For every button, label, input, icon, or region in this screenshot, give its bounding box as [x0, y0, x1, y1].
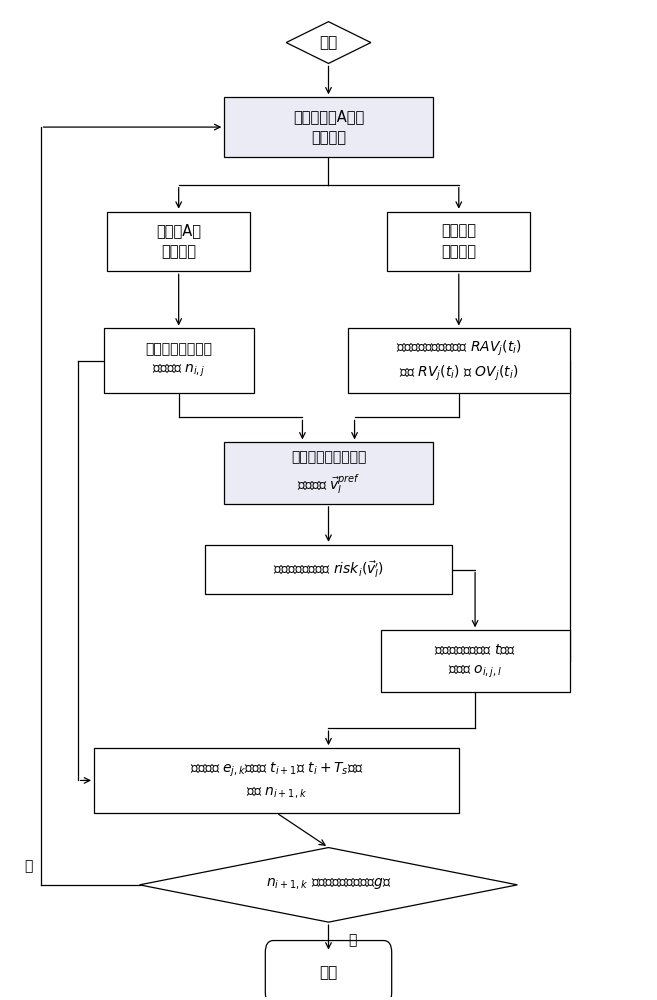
- Text: 结束: 结束: [319, 965, 338, 980]
- Text: 设置速度风险因子 $risk_i(\vec{v}_l^{\prime})$: 设置速度风险因子 $risk_i(\vec{v}_l^{\prime})$: [273, 559, 384, 580]
- Polygon shape: [139, 848, 518, 922]
- Text: 构造树枝 $e_{j,k}$，获得 $t_{i+1}$或 $t_i+T_s$时刻
节点 $n_{i+1,k}$: 构造树枝 $e_{j,k}$，获得 $t_{i+1}$或 $t_i+T_s$时刻…: [190, 760, 363, 801]
- FancyBboxPatch shape: [104, 328, 254, 393]
- Text: 是: 是: [348, 933, 356, 947]
- FancyBboxPatch shape: [387, 212, 530, 271]
- Text: 障碍物位
置、速度: 障碍物位 置、速度: [442, 223, 476, 259]
- FancyBboxPatch shape: [107, 212, 250, 271]
- Text: $n_{i+1,k}$ 节点状态为目标状态$g$？: $n_{i+1,k}$ 节点状态为目标状态$g$？: [265, 877, 392, 892]
- Text: 构造可达防碰速度集合 $RAV_j(t_i)$
包括 $RV_j(t_i)$ 和 $OV_j(t_i)$: 构造可达防碰速度集合 $RAV_j(t_i)$ 包括 $RV_j(t_i)$ 和…: [396, 338, 522, 383]
- Text: 构造防碰机动搜索
树的节点 $n_{i,j}$: 构造防碰机动搜索 树的节点 $n_{i,j}$: [145, 342, 212, 379]
- Text: 计算当前规划时刻的
最佳速度 $\vec{v}_l^{pref}$: 计算当前规划时刻的 最佳速度 $\vec{v}_l^{pref}$: [291, 450, 366, 496]
- FancyBboxPatch shape: [265, 941, 392, 1000]
- FancyBboxPatch shape: [380, 630, 570, 692]
- FancyBboxPatch shape: [348, 328, 570, 393]
- FancyBboxPatch shape: [94, 748, 459, 813]
- Text: 无人车A位
置、速度: 无人车A位 置、速度: [156, 223, 201, 259]
- Text: 选择新的速度，即 $t$时刻
操作符 $o_{i,j,l}$: 选择新的速度，即 $t$时刻 操作符 $o_{i,j,l}$: [434, 642, 516, 680]
- Text: 开始: 开始: [319, 35, 338, 50]
- Text: 检测无人车A及障
碍物状态: 检测无人车A及障 碍物状态: [293, 109, 364, 145]
- FancyBboxPatch shape: [224, 97, 433, 157]
- Polygon shape: [286, 22, 371, 63]
- FancyBboxPatch shape: [224, 442, 433, 504]
- FancyBboxPatch shape: [205, 545, 452, 594]
- Text: 否: 否: [24, 859, 33, 873]
